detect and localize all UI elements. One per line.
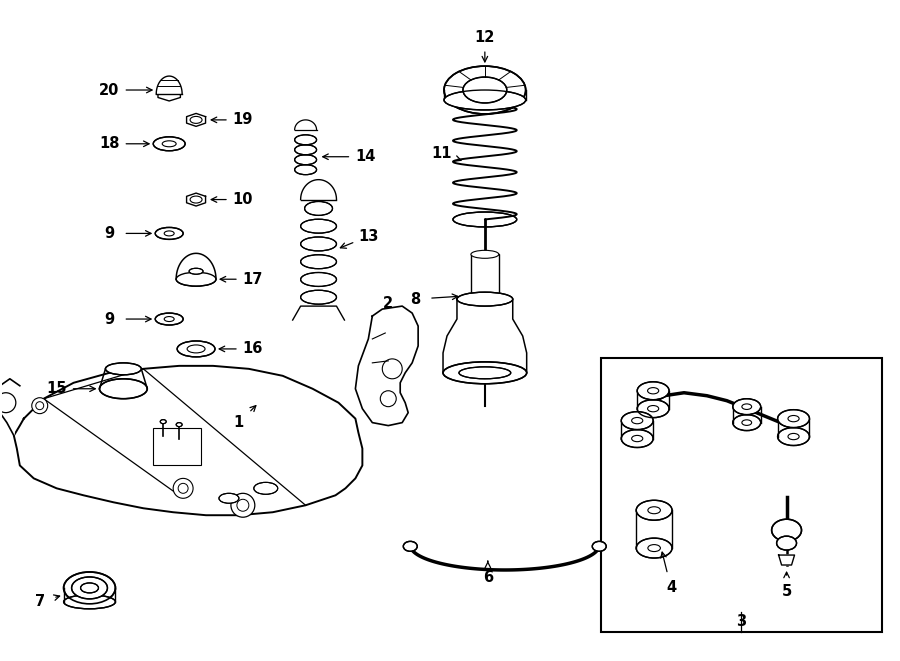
Ellipse shape	[471, 295, 499, 303]
Text: 3: 3	[735, 614, 746, 629]
Ellipse shape	[155, 313, 183, 325]
Text: 8: 8	[410, 292, 420, 307]
Ellipse shape	[301, 254, 337, 268]
Ellipse shape	[160, 420, 166, 424]
Ellipse shape	[254, 483, 278, 494]
Circle shape	[173, 479, 194, 498]
Ellipse shape	[294, 165, 317, 175]
Text: 12: 12	[474, 30, 495, 45]
Ellipse shape	[176, 272, 216, 286]
Ellipse shape	[100, 379, 148, 399]
Ellipse shape	[176, 422, 182, 426]
Bar	[471, 254, 499, 299]
Text: 13: 13	[358, 229, 379, 244]
Ellipse shape	[155, 227, 183, 239]
Ellipse shape	[463, 77, 507, 103]
Text: 5: 5	[781, 584, 792, 600]
Ellipse shape	[621, 412, 653, 430]
Ellipse shape	[177, 341, 215, 357]
Bar	[153, 428, 201, 465]
Ellipse shape	[733, 414, 760, 430]
Ellipse shape	[778, 410, 809, 428]
Ellipse shape	[153, 137, 185, 151]
Polygon shape	[356, 306, 418, 426]
Polygon shape	[157, 76, 182, 94]
Ellipse shape	[453, 97, 517, 112]
Ellipse shape	[621, 430, 653, 447]
Ellipse shape	[443, 362, 526, 384]
Polygon shape	[176, 253, 216, 279]
Ellipse shape	[294, 155, 317, 165]
Ellipse shape	[81, 583, 98, 593]
Text: 18: 18	[99, 136, 120, 151]
Text: 6: 6	[482, 570, 493, 586]
Bar	[601, 358, 882, 632]
Ellipse shape	[64, 572, 115, 604]
Ellipse shape	[453, 212, 517, 227]
Ellipse shape	[637, 400, 669, 418]
Text: 11: 11	[432, 146, 453, 161]
Ellipse shape	[444, 90, 526, 110]
Ellipse shape	[457, 292, 513, 306]
Polygon shape	[294, 120, 317, 130]
Ellipse shape	[219, 493, 238, 503]
Text: 14: 14	[356, 149, 375, 164]
Polygon shape	[292, 306, 345, 320]
Ellipse shape	[304, 202, 332, 215]
Ellipse shape	[301, 219, 337, 233]
Polygon shape	[186, 193, 205, 206]
Text: 9: 9	[104, 226, 114, 241]
Text: 4: 4	[666, 580, 676, 596]
Text: 10: 10	[232, 192, 253, 207]
Ellipse shape	[459, 367, 510, 379]
Ellipse shape	[301, 237, 337, 251]
Polygon shape	[158, 87, 180, 101]
Ellipse shape	[636, 500, 672, 520]
Ellipse shape	[294, 145, 317, 155]
Polygon shape	[14, 366, 363, 515]
Ellipse shape	[592, 541, 607, 551]
Text: 16: 16	[243, 342, 263, 356]
Circle shape	[231, 493, 255, 517]
Polygon shape	[0, 379, 20, 436]
Text: 17: 17	[243, 272, 263, 287]
Text: 1: 1	[234, 415, 244, 430]
Ellipse shape	[637, 382, 669, 400]
Ellipse shape	[189, 268, 203, 274]
Polygon shape	[778, 555, 795, 565]
Ellipse shape	[778, 428, 809, 446]
Ellipse shape	[301, 272, 337, 286]
Ellipse shape	[733, 399, 760, 414]
Ellipse shape	[105, 363, 141, 375]
Text: 7: 7	[35, 594, 45, 609]
Polygon shape	[443, 299, 526, 373]
Circle shape	[32, 398, 48, 414]
Text: 2: 2	[383, 295, 393, 311]
Ellipse shape	[294, 135, 317, 145]
Ellipse shape	[771, 519, 802, 541]
Ellipse shape	[301, 290, 337, 304]
Ellipse shape	[444, 66, 526, 114]
Polygon shape	[301, 180, 337, 200]
Ellipse shape	[72, 577, 107, 599]
Ellipse shape	[777, 536, 797, 550]
Polygon shape	[186, 114, 205, 126]
Ellipse shape	[471, 251, 499, 258]
Text: 9: 9	[104, 311, 114, 327]
Ellipse shape	[636, 538, 672, 558]
Text: 19: 19	[233, 112, 253, 128]
Text: 20: 20	[99, 83, 120, 98]
Text: 15: 15	[47, 381, 67, 396]
Ellipse shape	[403, 541, 418, 551]
Ellipse shape	[64, 595, 115, 609]
